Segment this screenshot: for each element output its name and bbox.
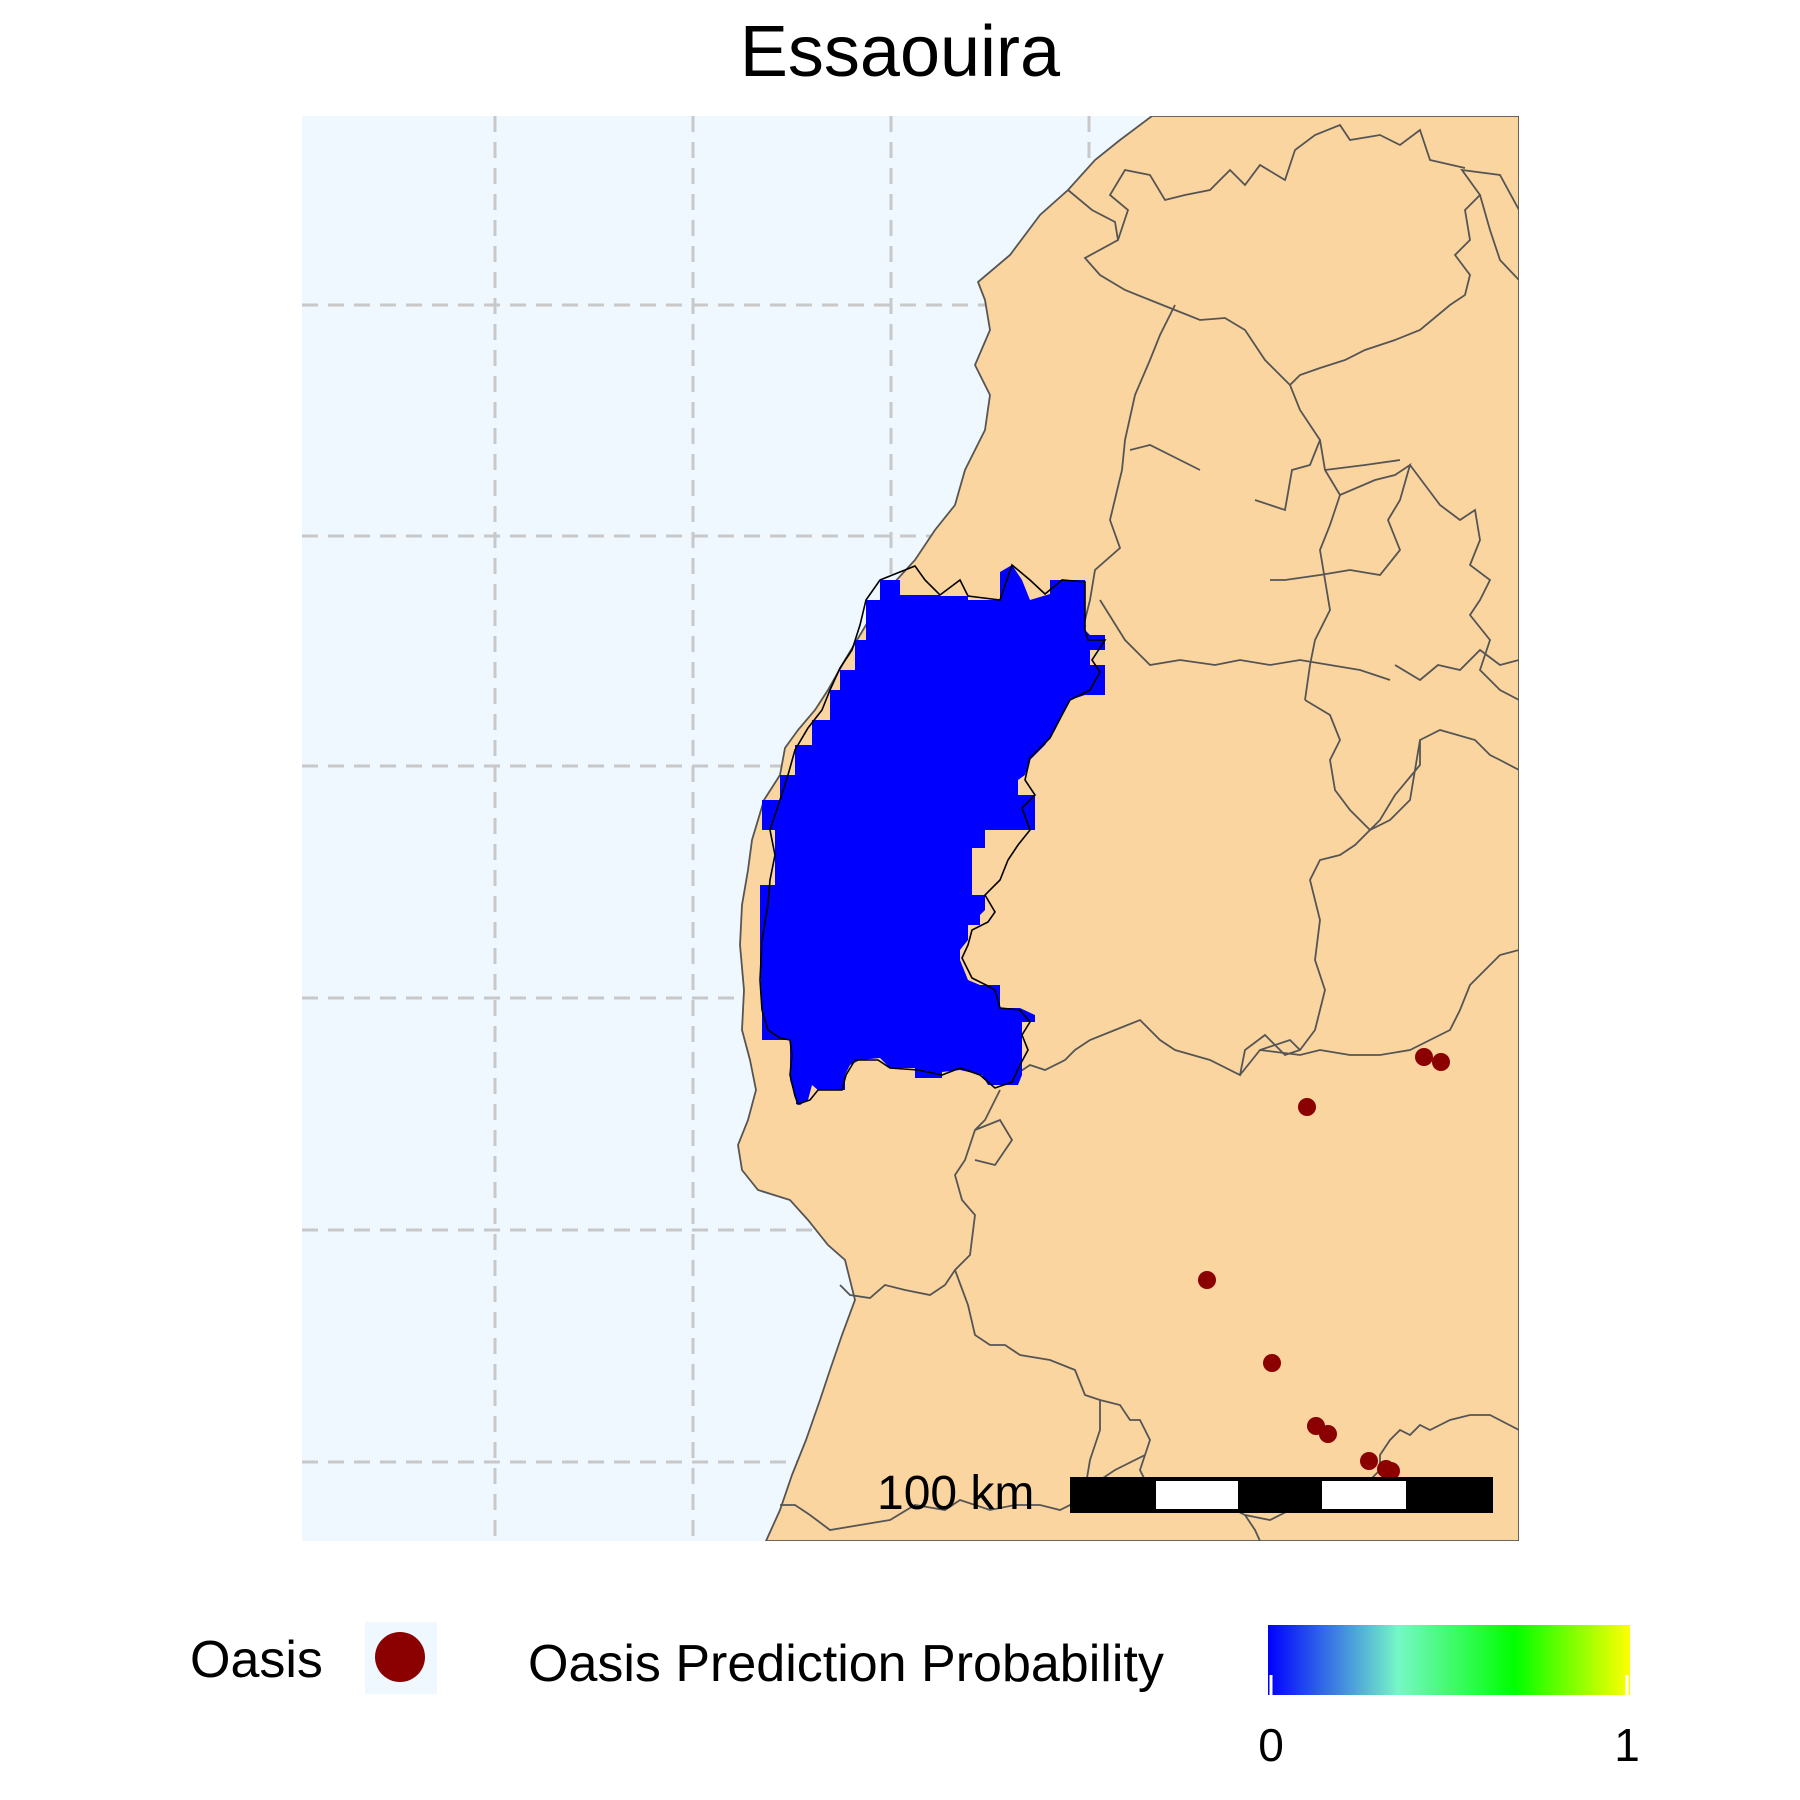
region-outline xyxy=(759,563,1107,1106)
colorbar-max-label: 1 xyxy=(1614,1719,1640,1771)
colorbar-min-label: 0 xyxy=(1258,1719,1284,1771)
legend-oasis-label: Oasis xyxy=(190,1631,323,1689)
oasis-point xyxy=(1360,1452,1378,1470)
oasis-point xyxy=(1382,1462,1400,1480)
oasis-points xyxy=(1198,1048,1450,1480)
oasis-point xyxy=(1319,1425,1337,1443)
oasis-point xyxy=(1298,1098,1316,1116)
probability-colorbar xyxy=(1268,1625,1630,1695)
oasis-point xyxy=(1198,1271,1216,1289)
scale-bar-label: 100 km xyxy=(877,1467,1035,1520)
map-title: Essaouira xyxy=(739,12,1061,92)
scale-bar xyxy=(1070,1477,1493,1513)
prediction-raster xyxy=(760,565,1105,1105)
land-area xyxy=(737,116,1519,1541)
admin-boundaries xyxy=(780,123,1519,1541)
legend-oasis-dot-icon xyxy=(375,1632,425,1682)
oasis-point xyxy=(1432,1053,1450,1071)
oasis-point xyxy=(1415,1048,1433,1066)
legend-probability-label: Oasis Prediction Probability xyxy=(528,1635,1164,1693)
oasis-point xyxy=(1263,1354,1281,1372)
